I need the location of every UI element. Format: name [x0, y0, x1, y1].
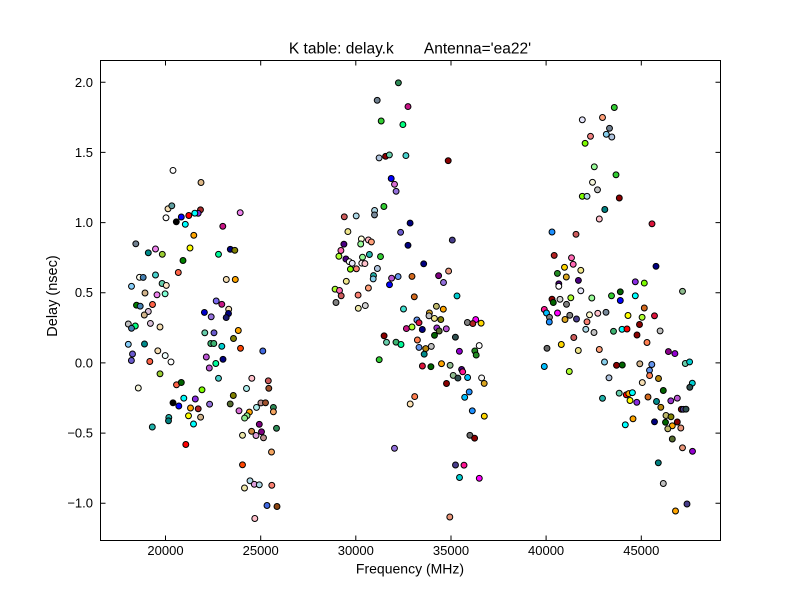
svg-text:1.0: 1.0	[75, 215, 93, 230]
svg-text:0.5: 0.5	[75, 285, 93, 300]
svg-text:K table: delay.k Antenna: K table: delay.k Antenna='ea22'	[289, 41, 531, 58]
svg-text:0.0: 0.0	[75, 355, 93, 370]
svg-text:2.0: 2.0	[75, 75, 93, 90]
svg-text:40000: 40000	[528, 543, 564, 558]
svg-text:30000: 30000	[338, 543, 374, 558]
svg-text:20000: 20000	[147, 543, 183, 558]
svg-text:45000: 45000	[623, 543, 659, 558]
svg-text:−0.5: −0.5	[67, 426, 93, 441]
svg-text:1.5: 1.5	[75, 145, 93, 160]
svg-text:25000: 25000	[243, 543, 279, 558]
svg-text:35000: 35000	[433, 543, 469, 558]
svg-text:Frequency (MHz): Frequency (MHz)	[356, 561, 464, 577]
svg-text:−1.0: −1.0	[67, 496, 93, 511]
svg-text:Delay (nsec): Delay (nsec)	[45, 255, 61, 336]
